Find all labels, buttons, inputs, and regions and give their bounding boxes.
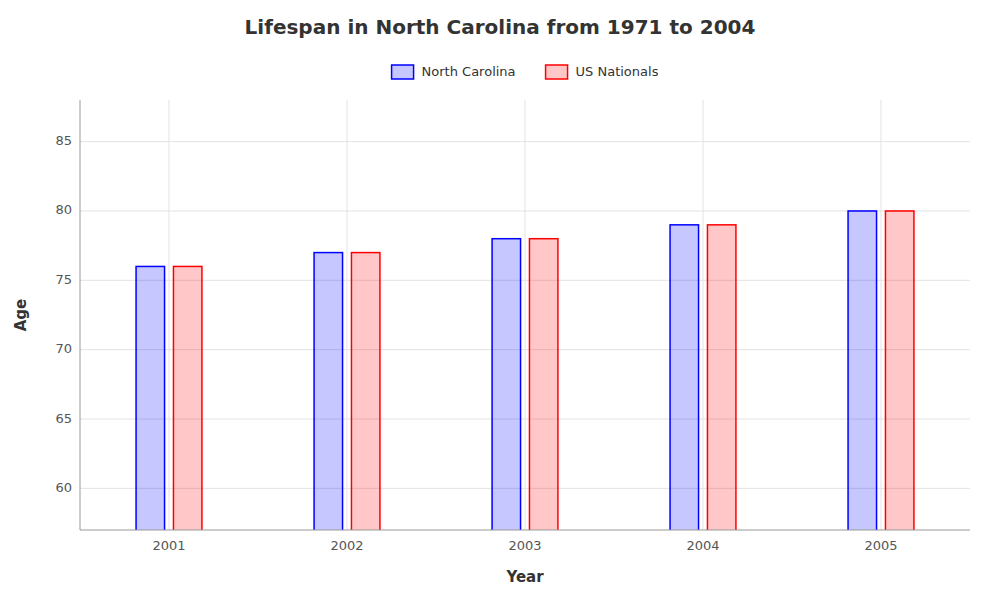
x-grid-line: [169, 100, 170, 530]
legend-item: US Nationals: [546, 64, 659, 80]
grid: [80, 100, 970, 530]
axes: 60 65 70 75 80 85 2001 2002 2003 2004 2005: [55, 100, 970, 553]
bar: [136, 266, 164, 530]
chart: 60 65 70 75 80 85 2001 2002 2003 2004 2005 Year Age L…: [0, 0, 1000, 600]
x-grid-line: [347, 100, 348, 530]
bar: [885, 211, 913, 530]
legend: North Carolina US Nationals: [392, 64, 659, 80]
legend-label: North Carolina: [422, 64, 516, 79]
bar: [492, 239, 520, 530]
y-tick-label: 65: [55, 411, 72, 426]
legend-label: US Nationals: [576, 64, 659, 79]
legend-swatch: [546, 65, 568, 79]
bar: [670, 225, 698, 530]
y-tick-label: 85: [55, 133, 72, 148]
x-axis-label: Year: [505, 568, 544, 586]
bar: [529, 239, 557, 530]
bars: [136, 211, 914, 530]
x-tick-label: 2002: [330, 538, 363, 553]
bar: [173, 266, 201, 530]
y-tick-label: 80: [55, 202, 72, 217]
x-grid-line: [703, 100, 704, 530]
x-tick-label: 2004: [686, 538, 719, 553]
x-tick-label: 2003: [508, 538, 541, 553]
bar: [314, 253, 342, 530]
legend-item: North Carolina: [392, 64, 516, 80]
bar: [707, 225, 735, 530]
y-tick-label: 60: [55, 480, 72, 495]
x-tick-label: 2005: [864, 538, 897, 553]
x-axis-line: [80, 530, 970, 531]
x-grid-line: [881, 100, 882, 530]
y-tick-label: 70: [55, 341, 72, 356]
y-axis-label: Age: [12, 299, 30, 332]
legend-swatch: [392, 65, 414, 79]
bar: [351, 253, 379, 530]
bar: [848, 211, 876, 530]
title: Lifespan in North Carolina from 1971 to …: [245, 15, 756, 39]
chart-container: 60 65 70 75 80 85 2001 2002 2003 2004 2005 Year Age L…: [0, 0, 1000, 600]
y-axis-line: [80, 100, 81, 530]
x-grid-line: [525, 100, 526, 530]
y-tick-label: 75: [55, 272, 72, 287]
x-tick-label: 2001: [152, 538, 185, 553]
